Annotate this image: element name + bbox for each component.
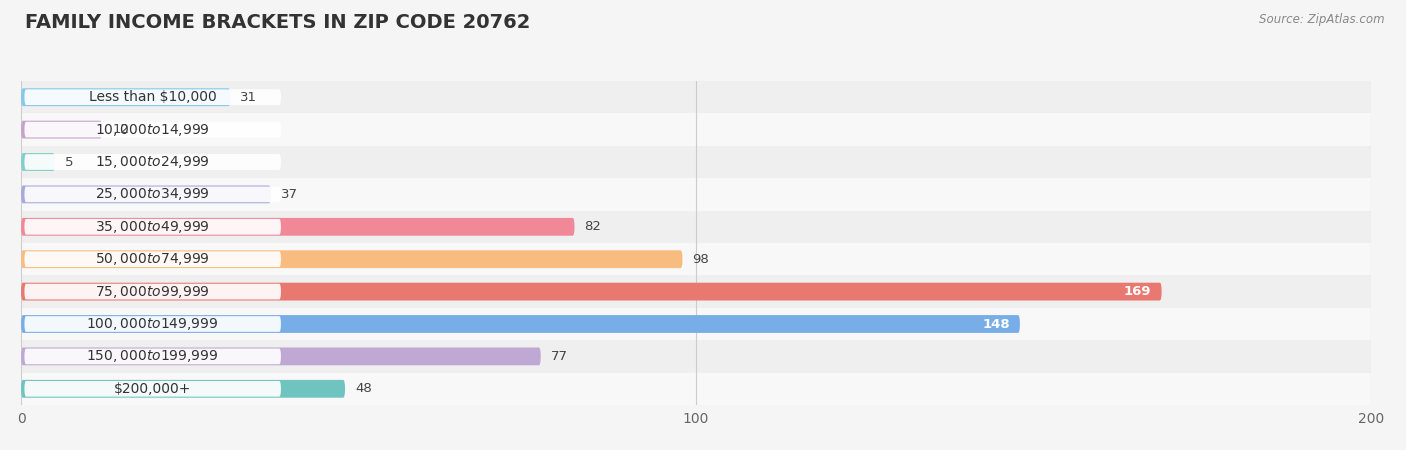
Bar [21,146,1371,178]
Text: 148: 148 [983,318,1010,330]
Text: $25,000 to $34,999: $25,000 to $34,999 [96,186,209,202]
Bar [21,275,1371,308]
Text: 82: 82 [585,220,602,233]
Text: $75,000 to $99,999: $75,000 to $99,999 [96,284,209,300]
Bar [21,113,1371,146]
FancyBboxPatch shape [24,154,281,170]
Text: 98: 98 [693,253,710,266]
Text: $50,000 to $74,999: $50,000 to $74,999 [96,251,209,267]
Text: $150,000 to $199,999: $150,000 to $199,999 [87,348,219,364]
FancyBboxPatch shape [24,349,281,364]
FancyBboxPatch shape [24,187,281,202]
Text: $35,000 to $49,999: $35,000 to $49,999 [96,219,209,235]
Text: 31: 31 [240,91,257,104]
FancyBboxPatch shape [21,250,682,268]
Text: $100,000 to $149,999: $100,000 to $149,999 [87,316,219,332]
FancyBboxPatch shape [21,347,541,365]
FancyBboxPatch shape [24,219,281,234]
Text: $200,000+: $200,000+ [114,382,191,396]
Bar [21,211,1371,243]
FancyBboxPatch shape [21,380,344,398]
FancyBboxPatch shape [21,121,103,139]
Text: Source: ZipAtlas.com: Source: ZipAtlas.com [1260,14,1385,27]
Bar [21,81,1371,113]
FancyBboxPatch shape [21,283,1161,301]
Bar [21,373,1371,405]
FancyBboxPatch shape [21,88,231,106]
Text: $15,000 to $24,999: $15,000 to $24,999 [96,154,209,170]
Text: 77: 77 [551,350,568,363]
FancyBboxPatch shape [24,381,281,396]
Bar [21,340,1371,373]
Bar [21,308,1371,340]
FancyBboxPatch shape [21,218,575,236]
FancyBboxPatch shape [24,284,281,299]
Text: 37: 37 [281,188,298,201]
FancyBboxPatch shape [21,153,55,171]
Bar [21,243,1371,275]
FancyBboxPatch shape [24,90,281,105]
FancyBboxPatch shape [24,252,281,267]
FancyBboxPatch shape [21,185,271,203]
FancyBboxPatch shape [24,122,281,137]
Text: $10,000 to $14,999: $10,000 to $14,999 [96,122,209,138]
Text: 5: 5 [65,156,73,168]
FancyBboxPatch shape [24,316,281,332]
Text: 169: 169 [1123,285,1152,298]
Bar [21,178,1371,211]
Text: FAMILY INCOME BRACKETS IN ZIP CODE 20762: FAMILY INCOME BRACKETS IN ZIP CODE 20762 [25,14,530,32]
Text: Less than $10,000: Less than $10,000 [89,90,217,104]
Text: 48: 48 [356,382,373,395]
FancyBboxPatch shape [21,315,1019,333]
Text: 12: 12 [112,123,129,136]
